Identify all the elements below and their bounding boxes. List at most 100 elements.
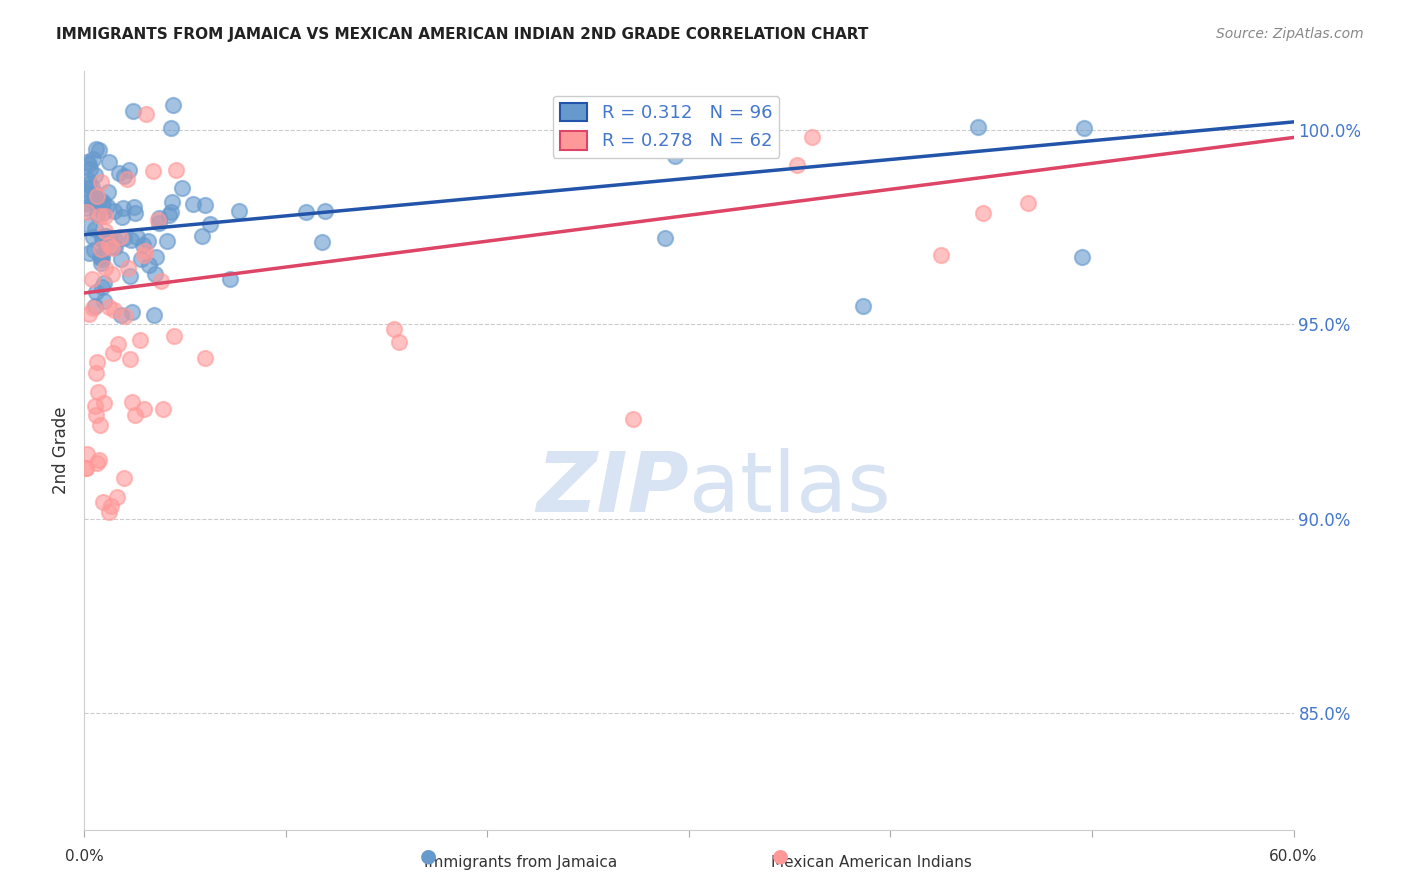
- Point: [97, 505, 120, 519]
- Point: [94, 209, 117, 223]
- Point: [194, 351, 217, 366]
- Point: [89, 453, 111, 467]
- Point: [82, 152, 104, 166]
- Text: Immigrants from Jamaica: Immigrants from Jamaica: [423, 855, 617, 870]
- Point: [96, 199, 118, 213]
- Point: [1071, 250, 1094, 264]
- Point: [93, 276, 115, 290]
- Point: [121, 395, 143, 409]
- Point: [132, 402, 155, 417]
- Point: [110, 308, 132, 322]
- Point: [83, 186, 105, 200]
- Point: [967, 120, 990, 134]
- Point: [142, 163, 165, 178]
- Point: [191, 229, 214, 244]
- Point: [311, 235, 333, 249]
- Point: [86, 456, 108, 470]
- Point: [101, 346, 124, 360]
- Point: [122, 200, 145, 214]
- Point: [143, 267, 166, 281]
- Point: [97, 185, 120, 199]
- Point: [162, 98, 184, 112]
- Point: [83, 243, 105, 257]
- Point: [108, 165, 131, 179]
- Point: [786, 158, 808, 172]
- Point: [108, 230, 131, 244]
- Point: [165, 163, 187, 178]
- Point: [664, 149, 686, 163]
- Point: [157, 208, 180, 222]
- Point: [852, 299, 875, 313]
- Point: [89, 193, 111, 207]
- Point: [96, 228, 118, 243]
- Point: [84, 142, 107, 156]
- Point: [131, 238, 153, 252]
- Point: [149, 274, 172, 288]
- Legend: R = 0.312   N = 96, R = 0.278   N = 62: R = 0.312 N = 96, R = 0.278 N = 62: [553, 95, 779, 158]
- Point: [93, 229, 115, 244]
- Point: [89, 209, 111, 223]
- Point: [86, 207, 108, 221]
- Point: [91, 280, 114, 294]
- Point: [76, 191, 98, 205]
- Text: 0.0%: 0.0%: [65, 849, 104, 864]
- Point: [98, 155, 121, 169]
- Point: [194, 198, 217, 212]
- Point: [118, 163, 141, 178]
- Point: [148, 211, 170, 226]
- Point: [148, 216, 170, 230]
- Point: [1073, 121, 1095, 136]
- Point: [136, 234, 159, 248]
- Point: [145, 250, 167, 264]
- Point: [86, 189, 108, 203]
- Point: [93, 395, 115, 409]
- Point: [91, 252, 114, 266]
- Point: [76, 205, 98, 219]
- Point: [80, 179, 103, 194]
- Point: [77, 246, 100, 260]
- Point: [75, 181, 97, 195]
- Text: ●: ●: [772, 847, 789, 865]
- Point: [181, 197, 204, 211]
- Point: [82, 301, 104, 315]
- Point: [127, 230, 149, 244]
- Point: [107, 336, 129, 351]
- Text: IMMIGRANTS FROM JAMAICA VS MEXICAN AMERICAN INDIAN 2ND GRADE CORRELATION CHART: IMMIGRANTS FROM JAMAICA VS MEXICAN AMERI…: [56, 27, 869, 42]
- Point: [83, 299, 105, 313]
- Point: [124, 409, 146, 423]
- Point: [120, 268, 142, 283]
- Point: [294, 205, 316, 219]
- Point: [159, 205, 181, 219]
- Point: [83, 191, 105, 205]
- Point: [77, 172, 100, 186]
- Point: [82, 271, 104, 285]
- Text: 60.0%: 60.0%: [1270, 849, 1317, 864]
- Point: [111, 202, 134, 216]
- Point: [77, 157, 100, 171]
- Point: [79, 218, 101, 232]
- Point: [91, 248, 114, 262]
- Point: [228, 203, 250, 218]
- Point: [91, 205, 114, 219]
- Point: [218, 272, 240, 286]
- Text: ●: ●: [420, 847, 437, 865]
- Point: [93, 224, 115, 238]
- Point: [112, 471, 135, 485]
- Text: atlas: atlas: [689, 448, 890, 529]
- Point: [93, 234, 115, 248]
- Point: [560, 138, 582, 153]
- Point: [86, 408, 108, 422]
- Point: [103, 302, 125, 317]
- Point: [105, 490, 128, 504]
- Point: [134, 244, 156, 258]
- Point: [138, 258, 160, 272]
- Point: [89, 242, 111, 256]
- Y-axis label: 2nd Grade: 2nd Grade: [52, 407, 70, 494]
- Point: [146, 213, 169, 227]
- Point: [120, 352, 142, 367]
- Point: [143, 308, 166, 322]
- Point: [93, 293, 115, 308]
- Point: [621, 412, 644, 426]
- Point: [76, 446, 98, 460]
- Point: [117, 261, 139, 276]
